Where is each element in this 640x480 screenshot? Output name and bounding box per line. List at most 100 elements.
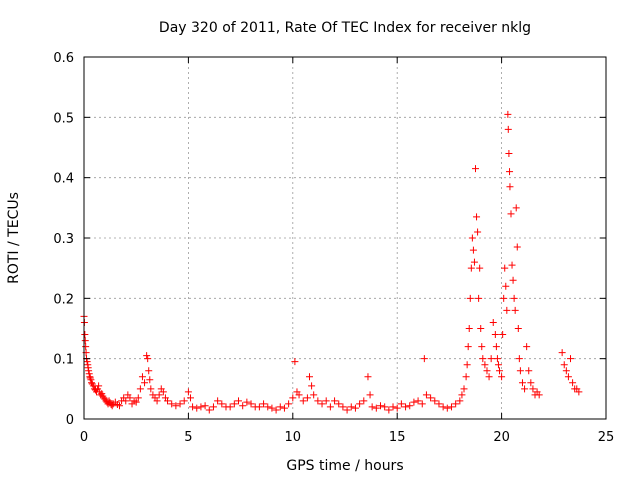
x-tick-label: 10 <box>285 430 302 445</box>
data-point <box>226 403 234 411</box>
data-point <box>513 243 521 251</box>
data-point <box>569 379 577 387</box>
data-point <box>255 403 263 411</box>
data-point <box>494 361 502 369</box>
data-point <box>470 258 478 266</box>
data-point <box>525 367 533 375</box>
data-point <box>86 374 94 382</box>
data-point <box>529 385 537 393</box>
data-point <box>483 367 491 375</box>
data-point <box>443 404 451 412</box>
data-point <box>291 358 299 366</box>
data-point <box>468 234 476 242</box>
data-point <box>260 400 268 408</box>
data-point <box>230 400 238 408</box>
data-point <box>144 355 152 363</box>
data-point <box>85 367 93 375</box>
y-axis-label: ROTI / TECUs <box>6 192 22 284</box>
data-point <box>402 403 410 411</box>
x-tick-label: 5 <box>184 430 192 445</box>
data-point <box>82 343 90 351</box>
data-point <box>122 397 130 405</box>
y-tick-labels: 0 0.1 0.2 0.3 0.4 0.5 0.6 <box>53 51 74 428</box>
y-tick-label: 0.6 <box>53 51 74 66</box>
data-point <box>439 403 447 411</box>
data-point <box>360 397 368 405</box>
data-point <box>303 394 311 402</box>
data-point <box>366 391 374 399</box>
data-point <box>285 400 293 408</box>
data-point <box>186 394 194 402</box>
data-point <box>393 404 401 412</box>
data-point <box>481 361 489 369</box>
data-point <box>427 394 435 402</box>
data-point <box>239 402 247 410</box>
data-point <box>389 403 397 411</box>
data-point <box>81 331 89 339</box>
data-point <box>153 397 161 405</box>
data-point <box>506 168 514 176</box>
data-point <box>521 385 529 393</box>
data-point <box>465 325 473 332</box>
y-tick-label: 0.3 <box>53 232 74 247</box>
data-point <box>410 398 418 406</box>
data-point <box>469 246 477 254</box>
y-tick-label: 0.5 <box>53 111 74 126</box>
data-point <box>527 379 535 387</box>
data-point <box>168 400 176 408</box>
data-point <box>511 306 519 314</box>
data-point <box>88 380 96 388</box>
data-point <box>452 400 460 408</box>
data-point <box>504 125 512 133</box>
data-point <box>247 400 255 408</box>
data-point <box>508 261 516 269</box>
data-point <box>201 402 209 410</box>
data-point <box>418 400 426 408</box>
data-point <box>180 397 188 405</box>
data-point <box>276 403 284 411</box>
data-point <box>458 391 466 399</box>
data-point <box>463 361 471 369</box>
data-point <box>143 352 151 360</box>
x-tick-label: 25 <box>598 430 615 445</box>
data-point <box>502 282 510 290</box>
data-point <box>575 388 583 396</box>
x-tick-labels: 0 5 10 15 20 25 <box>80 430 614 445</box>
data-point <box>460 385 468 393</box>
data-point <box>164 397 172 405</box>
data-point <box>518 379 526 387</box>
data-point <box>280 404 288 412</box>
data-point <box>496 367 504 375</box>
data-point <box>472 165 479 173</box>
data-point <box>343 406 351 414</box>
data-point <box>264 403 272 411</box>
data-point <box>326 403 334 411</box>
data-point <box>498 373 506 381</box>
data-point <box>272 406 280 414</box>
data-point <box>372 404 380 412</box>
data-point <box>136 385 144 393</box>
data-point <box>567 355 575 363</box>
data-point <box>406 402 414 410</box>
data-point <box>414 397 422 405</box>
data-point <box>447 403 455 411</box>
data-point <box>420 355 428 363</box>
data-point <box>473 213 481 221</box>
data-point <box>108 402 116 410</box>
data-point <box>515 355 523 363</box>
data-point <box>197 403 205 411</box>
data-point <box>95 382 103 390</box>
data-point <box>491 331 499 339</box>
data-point <box>489 318 497 326</box>
data-point <box>516 367 524 375</box>
x-tick-label: 0 <box>80 430 88 445</box>
data-point <box>209 403 217 411</box>
chart-title: Day 320 of 2011, Rate Of TEC Index for r… <box>159 20 531 36</box>
data-point <box>485 373 493 381</box>
y-tick-label: 0.1 <box>53 353 74 368</box>
data-point <box>147 385 155 393</box>
data-point <box>132 398 140 406</box>
data-point <box>105 397 113 405</box>
data-point <box>385 406 393 414</box>
